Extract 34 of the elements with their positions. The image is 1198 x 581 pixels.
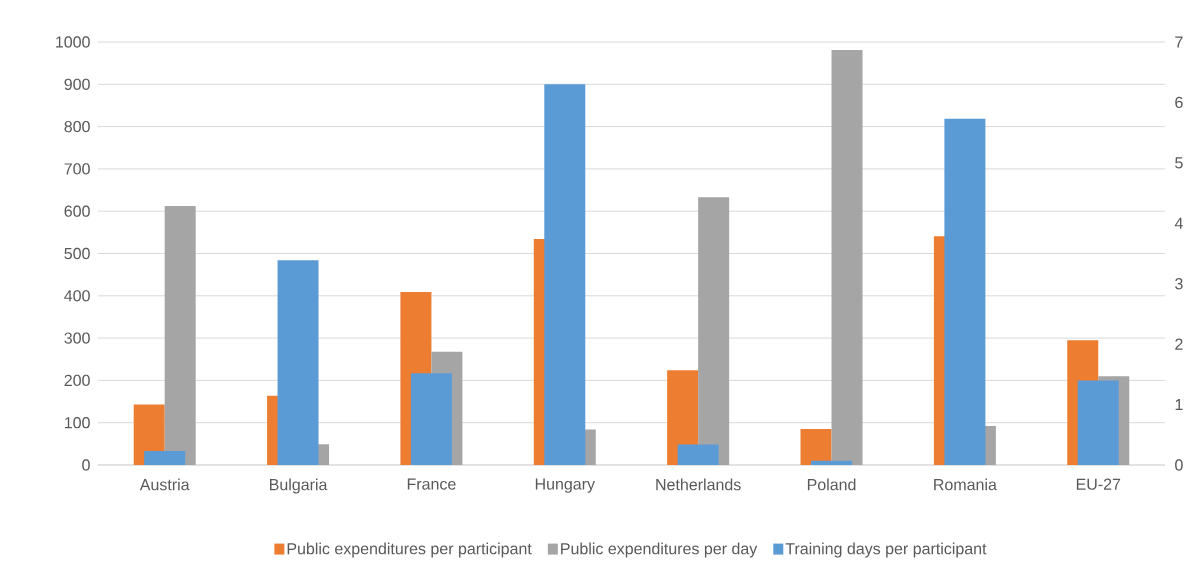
x-tick-label: Austria (139, 478, 190, 491)
y2-tick-label: 3 (1175, 278, 1183, 290)
y-tick-label: 900 (64, 78, 90, 90)
y-tick-label: 300 (64, 332, 90, 344)
y2-tick-label: 0 (1175, 459, 1183, 471)
x-tick-label: Poland (807, 478, 856, 491)
y-tick-label: 100 (64, 417, 90, 429)
y-tick-label: 800 (64, 120, 90, 133)
y-tick-label: 700 (64, 163, 90, 175)
bar (677, 444, 719, 465)
x-tick-label: Romania (934, 478, 997, 491)
y2-tick-label: 1 (1175, 399, 1183, 411)
legend-label: Public expenditures per participant (287, 542, 532, 558)
y2-tick-label: 7 (1175, 36, 1183, 48)
legend-label: Public expenditures per day (561, 542, 758, 558)
x-tick-label: Hungary (535, 478, 595, 493)
bar (277, 260, 319, 465)
y-tick-label: 600 (64, 205, 90, 217)
y-tick-label: 400 (64, 290, 90, 302)
x-tick-label: Bulgaria (270, 478, 328, 494)
y2-tick-label: 2 (1175, 338, 1183, 350)
y2-tick-label: 6 (1175, 96, 1183, 109)
y-tick-label: 500 (64, 247, 90, 260)
y-tick-label: 1000 (56, 36, 90, 48)
y-tick-label: 0 (82, 459, 90, 471)
bar (144, 451, 186, 465)
legend-label: Training days per participant (785, 542, 987, 558)
y2-tick-label: 5 (1175, 157, 1183, 169)
x-tick-label: Netherlands (656, 478, 741, 491)
x-tick-label: France (407, 478, 456, 490)
y-tick-label: 200 (64, 374, 90, 387)
y2-tick-label: 4 (1174, 217, 1183, 229)
bar (811, 460, 853, 465)
x-tick-label: EU-27 (1076, 478, 1121, 490)
